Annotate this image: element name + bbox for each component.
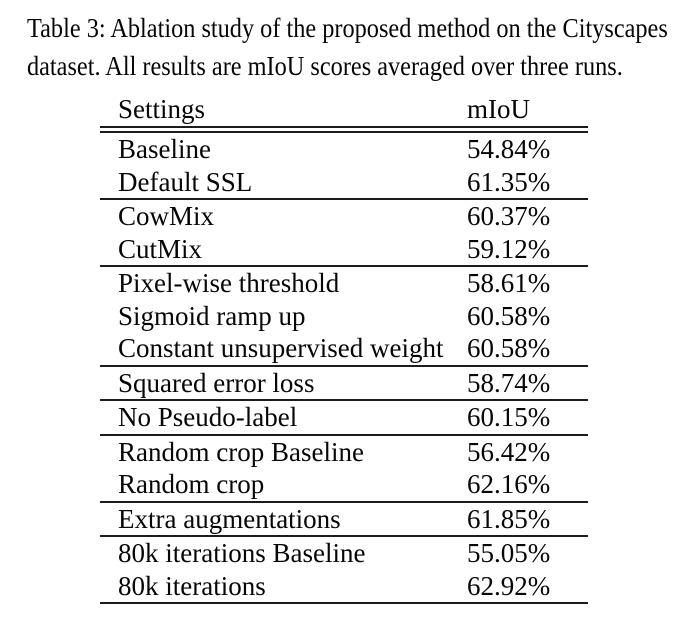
table-group-baseline: Baseline 54.84% Default SSL 61.35% xyxy=(100,133,588,198)
table-group-iterations: 80k iterations Baseline 55.05% 80k itera… xyxy=(100,537,588,602)
miou-cell: 55.05% xyxy=(467,538,551,568)
table-header-row: Settings mIoU xyxy=(100,92,588,126)
group-divider xyxy=(100,399,588,401)
miou-cell: 58.74% xyxy=(467,367,551,398)
table-row: Extra augmentations 61.85% xyxy=(100,503,588,536)
setting-cell: 80k iterations xyxy=(118,570,266,601)
miou-cell: 60.58% xyxy=(467,300,551,331)
setting-cell: Pixel-wise threshold xyxy=(118,268,340,298)
setting-cell: No Pseudo-label xyxy=(118,402,298,432)
table-group-loss: Squared error loss 58.74% xyxy=(100,367,588,400)
setting-cell: CowMix xyxy=(118,201,215,231)
group-divider xyxy=(100,433,588,436)
table-row: 80k iterations 62.92% xyxy=(100,570,588,603)
table-row: Baseline 54.84% xyxy=(100,133,588,166)
miou-cell: 62.92% xyxy=(467,570,551,601)
table-group-randomcrop: Random crop Baseline 56.42% Random crop … xyxy=(100,436,588,501)
bottom-rule xyxy=(100,602,588,604)
group-divider xyxy=(100,500,588,503)
miou-cell: 56.42% xyxy=(467,436,551,467)
table-row: Default SSL 61.35% xyxy=(100,166,588,199)
table-row: No Pseudo-label 60.15% xyxy=(100,401,588,434)
group-divider xyxy=(100,364,588,367)
setting-cell: Default SSL xyxy=(118,166,253,197)
setting-cell: Baseline xyxy=(118,134,211,164)
setting-cell: Constant unsupervised weight xyxy=(118,333,444,363)
miou-cell: 62.16% xyxy=(467,469,551,499)
table-caption: Table 3: Ablation study of the proposed … xyxy=(27,9,692,85)
setting-cell: Random crop Baseline xyxy=(118,436,364,467)
caption-line-2: dataset. All results are mIoU scores ave… xyxy=(27,51,623,81)
table-row: Random crop Baseline 56.42% xyxy=(100,436,588,469)
group-divider xyxy=(100,265,588,267)
caption-line-1: Table 3: Ablation study of the proposed … xyxy=(27,13,668,43)
miou-cell: 60.58% xyxy=(467,333,551,363)
table-row: Sigmoid ramp up 60.58% xyxy=(100,300,588,333)
table-row: Squared error loss 58.74% xyxy=(100,367,588,400)
setting-cell: Squared error loss xyxy=(118,367,315,398)
miou-cell: 61.35% xyxy=(467,166,551,197)
miou-cell: 58.61% xyxy=(467,268,551,298)
table-row: Pixel-wise threshold 58.61% xyxy=(100,267,588,300)
miou-cell: 60.37% xyxy=(467,201,551,231)
table-group-weighting: Pixel-wise threshold 58.61% Sigmoid ramp… xyxy=(100,267,588,365)
ablation-table: Settings mIoU Baseline 54.84% Default SS… xyxy=(100,92,588,604)
table-group-pseudolabel: No Pseudo-label 60.15% xyxy=(100,401,588,434)
table-row: 80k iterations Baseline 55.05% xyxy=(100,537,588,570)
miou-cell: 54.84% xyxy=(467,134,551,164)
table-row: Random crop 62.16% xyxy=(100,468,588,501)
setting-cell: 80k iterations Baseline xyxy=(118,538,366,568)
header-double-rule xyxy=(100,126,588,133)
table-row: Constant unsupervised weight 60.58% xyxy=(100,332,588,365)
table-group-mix: CowMix 60.37% CutMix 59.12% xyxy=(100,200,588,265)
miou-cell: 59.12% xyxy=(467,233,551,264)
setting-cell: Random crop xyxy=(118,469,265,499)
miou-cell: 60.15% xyxy=(467,402,551,432)
setting-cell: Extra augmentations xyxy=(118,503,341,534)
miou-cell: 61.85% xyxy=(467,503,551,534)
table-row: CutMix 59.12% xyxy=(100,233,588,266)
group-divider xyxy=(100,198,588,200)
group-divider xyxy=(100,535,588,537)
table-group-augmentations: Extra augmentations 61.85% xyxy=(100,503,588,536)
column-header-miou: mIoU xyxy=(467,94,530,124)
setting-cell: CutMix xyxy=(118,233,203,264)
setting-cell: Sigmoid ramp up xyxy=(118,300,306,331)
column-header-settings: Settings xyxy=(118,94,206,124)
table-row: CowMix 60.37% xyxy=(100,200,588,233)
